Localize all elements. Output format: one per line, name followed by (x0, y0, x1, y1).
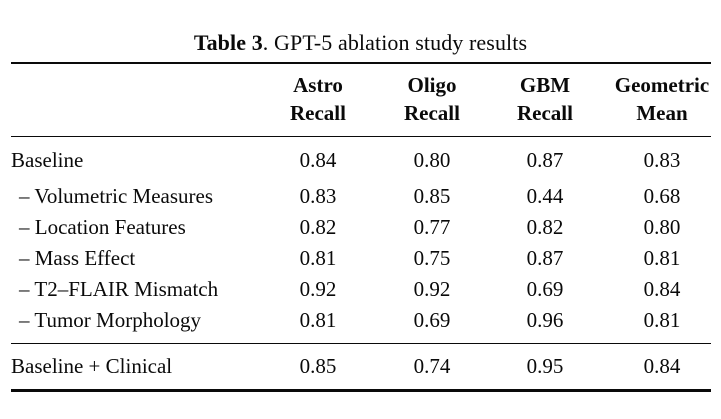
row-label: Baseline (11, 148, 84, 172)
cell-geometric-mean: 0.80 (643, 214, 681, 239)
cell-astro-recall: 0.83 (299, 183, 337, 208)
cell-astro-recall: 0.92 (299, 276, 337, 301)
row-label: – Location Features (19, 214, 186, 239)
row-label: Baseline + Clinical (11, 354, 173, 378)
column-header-oligo-recall: Oligo Recall (375, 71, 489, 127)
ablation-results-table: Astro Recall Oligo Recall GBM Recall Geo… (11, 62, 721, 392)
cell-gbm-recall: 0.95 (526, 354, 564, 378)
table-row-mass-effect: – Mass Effect 0.81 0.75 0.87 0.81 (11, 243, 721, 274)
cell-astro-recall: 0.81 (299, 245, 337, 270)
column-header-line: Mean (636, 101, 688, 125)
cell-astro-recall: 0.84 (299, 148, 337, 172)
table-row-tumor-morphology: – Tumor Morphology 0.81 0.69 0.96 0.81 (11, 305, 721, 336)
column-header-line: Recall (290, 101, 346, 125)
ablation-rows-section: – Volumetric Measures 0.83 0.85 0.44 0.6… (11, 181, 721, 336)
cell-astro-recall: 0.82 (299, 214, 337, 239)
table-caption-title: . GPT-5 ablation study results (262, 30, 528, 55)
cell-oligo-recall: 0.75 (413, 245, 451, 270)
column-header-line: Oligo (407, 73, 457, 97)
column-header-line: Recall (404, 101, 460, 125)
column-header-line: Astro (293, 73, 343, 97)
table-mid-rule (11, 135, 711, 137)
cell-geometric-mean: 0.84 (643, 276, 681, 301)
table-row-location-features: – Location Features 0.82 0.77 0.82 0.80 (11, 212, 721, 243)
table-row-volumetric-measures: – Volumetric Measures 0.83 0.85 0.44 0.6… (11, 181, 721, 212)
table-header-row: Astro Recall Oligo Recall GBM Recall Geo… (11, 64, 721, 127)
column-header-geometric-mean: Geometric Mean (601, 71, 721, 127)
row-label: – T2–FLAIR Mismatch (19, 276, 219, 301)
cell-geometric-mean: 0.84 (643, 354, 681, 378)
column-header-line: GBM (519, 73, 571, 97)
cell-oligo-recall: 0.85 (413, 183, 451, 208)
cell-astro-recall: 0.81 (299, 307, 337, 332)
cell-gbm-recall: 0.44 (526, 183, 564, 208)
cell-astro-recall: 0.85 (299, 354, 337, 378)
cell-geometric-mean: 0.83 (643, 148, 681, 172)
table-row-baseline: Baseline 0.84 0.80 0.87 0.83 (11, 143, 721, 179)
cell-gbm-recall: 0.87 (526, 245, 564, 270)
cell-oligo-recall: 0.77 (413, 214, 451, 239)
cell-geometric-mean: 0.68 (643, 183, 681, 208)
column-header-astro-recall: Astro Recall (261, 71, 375, 127)
column-header-line: Geometric (614, 73, 710, 97)
cell-oligo-recall: 0.74 (413, 354, 451, 378)
cell-gbm-recall: 0.82 (526, 214, 564, 239)
cell-geometric-mean: 0.81 (643, 307, 681, 332)
cell-oligo-recall: 0.80 (413, 148, 451, 172)
table-bottom-rule (11, 389, 711, 392)
table-row-t2-flair-mismatch: – T2–FLAIR Mismatch 0.92 0.92 0.69 0.84 (11, 274, 721, 305)
row-label: – Mass Effect (19, 245, 136, 270)
table-footer-rule (11, 343, 711, 344)
table-caption: Table 3. GPT-5 ablation study results (0, 30, 721, 56)
row-label: – Volumetric Measures (19, 183, 214, 208)
column-header-gbm-recall: GBM Recall (489, 71, 601, 127)
row-label: – Tumor Morphology (19, 307, 202, 332)
cell-gbm-recall: 0.96 (526, 307, 564, 332)
table-row-baseline-plus-clinical: Baseline + Clinical 0.85 0.74 0.95 0.84 (11, 344, 721, 389)
table-top-rule (11, 62, 711, 64)
cell-gbm-recall: 0.87 (526, 148, 564, 172)
cell-gbm-recall: 0.69 (526, 276, 564, 301)
table-caption-number: Table 3 (193, 30, 263, 55)
cell-geometric-mean: 0.81 (643, 245, 681, 270)
cell-oligo-recall: 0.69 (413, 307, 451, 332)
column-header-line: Recall (517, 101, 573, 125)
cell-oligo-recall: 0.92 (413, 276, 451, 301)
